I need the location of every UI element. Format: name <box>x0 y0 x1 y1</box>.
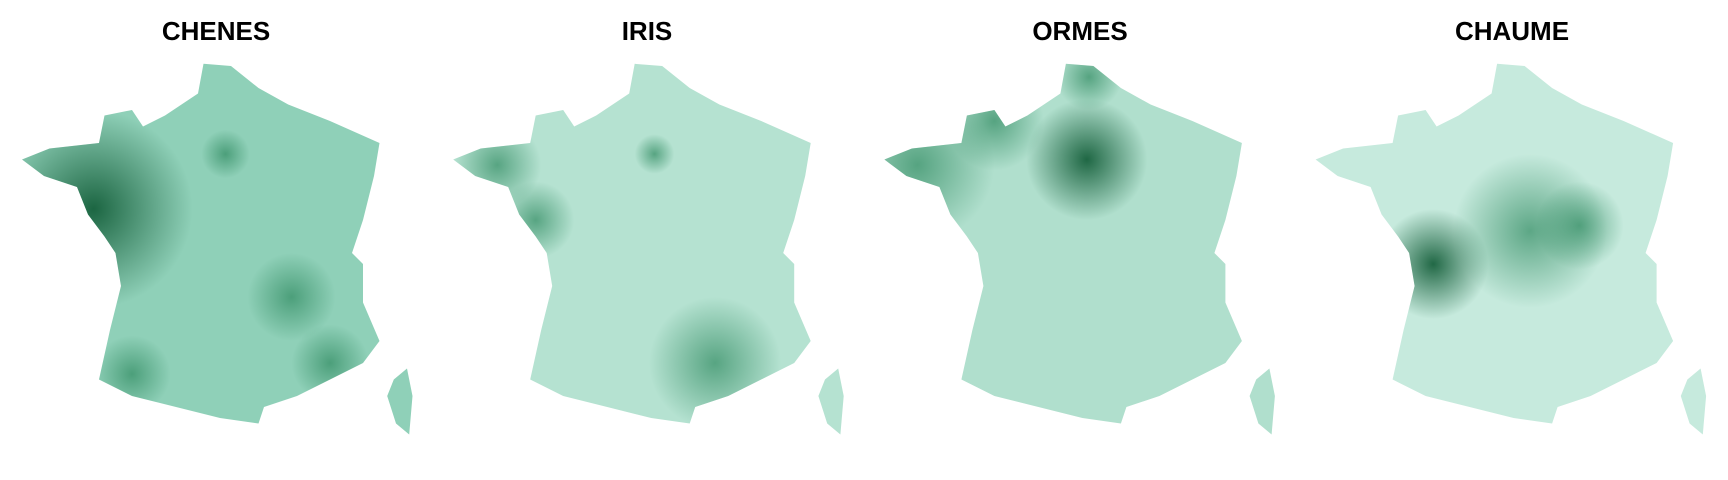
panel-title: IRIS <box>622 16 673 46</box>
panel-title: CHENES <box>162 16 270 46</box>
panel-title: CHAUME <box>1455 16 1569 46</box>
map <box>22 63 413 435</box>
map <box>884 63 1275 435</box>
map <box>453 63 844 435</box>
map <box>1315 63 1707 435</box>
panel-title: ORMES <box>1032 16 1127 46</box>
